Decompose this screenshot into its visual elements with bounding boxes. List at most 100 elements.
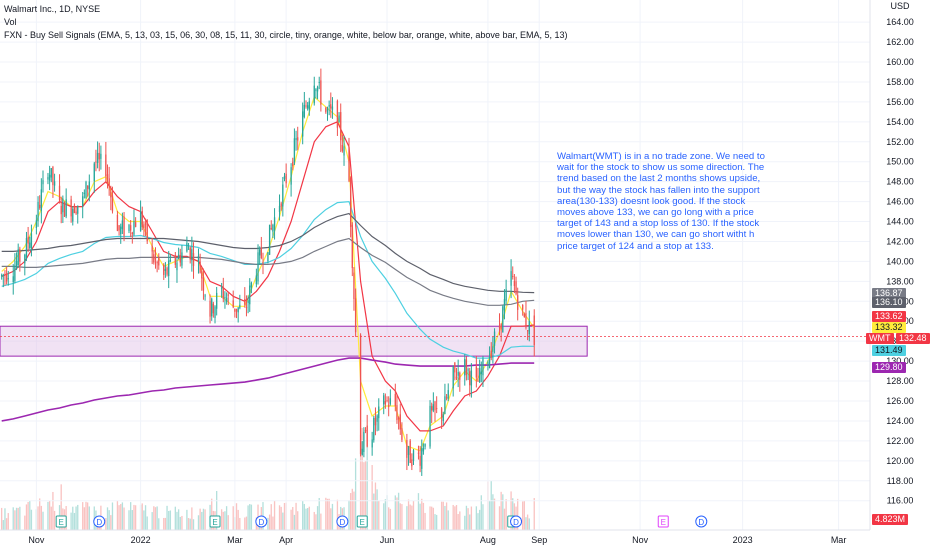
volume-bar — [445, 502, 448, 530]
price-tag: 129.80 — [872, 362, 906, 373]
candle-body — [313, 85, 315, 104]
volume-bar — [278, 505, 281, 530]
grid — [0, 0, 870, 530]
volume-bar — [492, 494, 494, 530]
dividend-marker[interactable]: D — [255, 515, 268, 528]
candle-body — [128, 225, 130, 232]
dividend-marker[interactable]: D — [510, 515, 523, 528]
volume-bar — [30, 509, 33, 530]
candle-body — [63, 202, 66, 217]
volume-bar — [290, 509, 292, 530]
volume-bar — [2, 520, 4, 530]
candle-body — [457, 371, 459, 376]
candle-body — [73, 205, 76, 214]
volume-bar — [189, 518, 191, 530]
time-tick-label: Jun — [380, 535, 395, 545]
price-tag: 136.87 — [872, 288, 906, 299]
candle-body — [139, 211, 142, 232]
candle-body — [442, 414, 444, 421]
candle-body — [338, 115, 340, 123]
candle-body — [166, 267, 168, 275]
volume-bar — [131, 510, 133, 530]
volume-bar — [245, 516, 248, 530]
volume-bar — [522, 501, 524, 530]
candle-body — [373, 417, 375, 441]
volume-bar — [225, 506, 228, 530]
candle-body — [250, 282, 253, 288]
candle-body — [343, 146, 345, 156]
candle-body — [487, 362, 489, 364]
candle-body — [498, 325, 501, 328]
candle-body — [163, 264, 165, 275]
dividend-marker[interactable]: D — [336, 515, 349, 528]
candle-body — [336, 100, 339, 128]
volume-bar — [192, 519, 195, 530]
volume-bar — [29, 500, 31, 530]
volume-bar — [181, 515, 183, 530]
earnings-marker[interactable]: E — [55, 515, 67, 528]
volume-bar — [475, 506, 478, 530]
candle-body — [105, 154, 107, 177]
volume-bar — [60, 484, 62, 530]
dividend-marker[interactable]: D — [695, 515, 708, 528]
volume-bar — [53, 510, 56, 530]
earnings-marker[interactable]: E — [356, 515, 368, 528]
volume-bar — [176, 511, 178, 530]
candle-body — [98, 152, 100, 160]
volume-bar — [409, 504, 411, 530]
volume-bar — [464, 515, 466, 530]
candle-body — [42, 180, 44, 185]
candle-body — [383, 395, 385, 405]
volume-bar — [204, 509, 206, 530]
candle-body — [35, 220, 38, 228]
volume-bar — [199, 508, 201, 530]
currency-label: USD — [890, 1, 910, 11]
price-tick-label: 158.00 — [886, 77, 914, 87]
candle-body — [181, 252, 183, 266]
volume-bar — [376, 489, 378, 530]
volume-bar — [128, 510, 130, 530]
volume-bar — [7, 513, 9, 530]
volume-legend[interactable]: Vol — [4, 17, 17, 27]
volume-bar — [82, 502, 84, 530]
price-tick-label: 148.00 — [886, 177, 914, 187]
price-tag: 133.62 — [872, 311, 906, 322]
candle-body — [141, 211, 143, 228]
volume-bar — [351, 488, 353, 530]
volume-bar — [250, 504, 253, 530]
dividend-icon — [695, 515, 708, 528]
earnings-marker[interactable]: E — [209, 515, 221, 528]
indicator-legend[interactable]: FXN - Buy Sell Signals (EMA, 5, 13, 03, … — [4, 30, 568, 40]
time-tick-label: Aug — [480, 535, 496, 545]
candle-body — [111, 195, 114, 212]
volume-bar — [239, 517, 241, 530]
volume-bar — [431, 506, 433, 530]
volume-bar — [17, 507, 19, 530]
candle-body — [154, 257, 157, 260]
volume-bar — [187, 518, 190, 530]
candle-body — [330, 104, 332, 109]
symbol-title[interactable]: Walmart Inc., 1D, NYSE — [4, 4, 101, 14]
candle-body — [328, 105, 330, 107]
candle-body — [244, 299, 246, 305]
volume-bar — [331, 503, 334, 530]
volume-bar — [123, 507, 125, 530]
price-tick-label: 128.00 — [886, 376, 914, 386]
volume-bar — [222, 511, 224, 530]
analysis-note[interactable]: Walmart(WMT) is in a no trade zone. We n… — [557, 151, 765, 252]
volume-bars — [0, 427, 535, 530]
candle-body — [525, 313, 527, 328]
candle-body — [513, 280, 516, 286]
dividend-marker[interactable]: D — [93, 515, 106, 528]
candle-body — [376, 415, 378, 422]
earnings-marker[interactable]: E — [657, 515, 669, 528]
candle-body — [29, 242, 31, 248]
candle-body — [331, 106, 334, 110]
candle-body — [17, 249, 19, 265]
volume-bar — [158, 518, 160, 530]
earnings-icon — [657, 515, 669, 528]
earnings-icon — [356, 515, 368, 528]
candle-body — [177, 254, 180, 259]
candle-body — [510, 271, 512, 286]
